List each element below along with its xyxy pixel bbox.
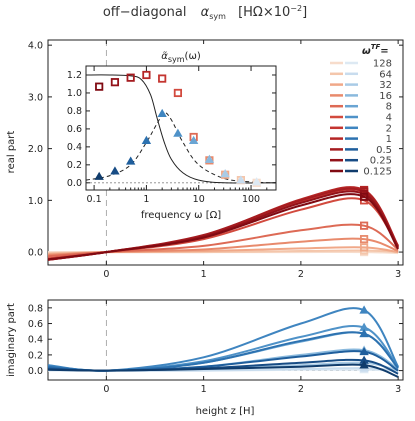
imag-xtick-label: 3 [395, 384, 401, 395]
inset-frame [85, 65, 277, 191]
inset-imag-point [251, 177, 262, 186]
legend-label: 8 [386, 102, 392, 113]
inset-title: α̃sym(ω) [161, 50, 201, 64]
inset-imag-point [141, 135, 152, 144]
imag-xtick-label: 2 [298, 384, 304, 395]
x-axis-label: height z [H] [196, 406, 255, 417]
real-ytick-label: 4.0 [28, 41, 43, 52]
legend-label: 0.25 [370, 156, 392, 167]
legend-title: ωTF= [362, 43, 389, 57]
imag-ytick-label: 0.2 [28, 350, 43, 361]
inset-imag-point [110, 166, 120, 175]
real-marker-0.125 [359, 192, 369, 201]
legend-label: 4 [386, 113, 392, 124]
legend-label: 2 [386, 123, 392, 134]
real-ylabel: real part [6, 131, 17, 174]
inset-ytick-label: 0.8 [67, 106, 82, 117]
inset-real-curve [85, 74, 277, 184]
inset-ytick-label: 0.2 [67, 160, 82, 171]
inset-imag-point [157, 108, 167, 118]
inset-xlabel: frequency ω [Ω] [141, 210, 221, 221]
inset-imag-point [188, 135, 199, 144]
legend-label: 0.5 [376, 145, 392, 156]
inset-imag-point [220, 169, 230, 178]
imag-marker-1 [359, 328, 369, 338]
inset-xtick-label: 10 [193, 194, 205, 205]
inset-imag-point [125, 156, 136, 165]
real-ytick-label: 1.0 [28, 196, 43, 207]
inset-xtick-label: 1 [143, 194, 149, 205]
inset-ytick-label: 1.0 [67, 88, 82, 99]
imag-ytick-label: 0.6 [28, 319, 43, 330]
real-xtick-label: 3 [395, 269, 401, 280]
imag-xtick-label: 1 [201, 384, 207, 395]
chart-title: off−diagonal αsym [HΩ×10−2] [103, 4, 307, 23]
inset-real-point [110, 78, 120, 87]
imag-series-2 [47, 307, 399, 372]
real-xtick-label: 0 [103, 269, 109, 280]
inset-xtick-label: 0.1 [87, 194, 102, 205]
inset-imag-point [173, 128, 183, 137]
imag-xtick-label: 0 [103, 384, 109, 395]
inset-ytick-label: 0.4 [67, 142, 82, 153]
imag-panel-frame [47, 299, 404, 381]
real-panel-frame [47, 39, 404, 266]
imag-marker-0.125 [359, 360, 369, 369]
inset-imag-point [94, 171, 104, 180]
legend-label: 16 [379, 91, 392, 102]
inset-xtick-label: 100 [242, 194, 260, 205]
imag-marker-0.5 [359, 346, 369, 356]
inset-imag-curve [85, 112, 277, 184]
real-xtick-label: 1 [201, 269, 207, 280]
legend-label: 64 [379, 69, 392, 80]
inset-real-point [158, 74, 167, 83]
inset-imag-point [204, 154, 215, 163]
real-marker-8 [359, 221, 369, 230]
real-marker-16 [359, 235, 369, 244]
legend-label: 0.125 [363, 167, 392, 178]
inset-plot: 0.1 1 10 100 0.0 0.2 0.4 0.6 0.8 1.0 1.2 [67, 66, 277, 205]
inset-ytick-label: 0.0 [67, 178, 82, 189]
real-marker-32 [359, 243, 369, 252]
real-ytick-label: 2.0 [28, 144, 43, 155]
inset-real-point [173, 88, 183, 98]
imag-ytick-label: 0.4 [28, 335, 43, 346]
real-ytick-label: 0.0 [28, 248, 43, 259]
inset-ytick-label: 1.2 [67, 70, 82, 81]
inset-ytick-label: 0.6 [67, 124, 82, 135]
imag-marker-2 [359, 305, 369, 314]
imag-ylabel: imaginary part [6, 303, 17, 377]
legend-label: 1 [386, 134, 392, 145]
legend-label: 128 [373, 59, 392, 70]
real-ytick-label: 3.0 [28, 92, 43, 103]
imag-ytick-label: 0.0 [28, 366, 43, 377]
inset-real-point [126, 73, 135, 82]
imag-plot: 0 1 2 3 0.0 0.2 0.4 0.6 0.8 [28, 300, 403, 395]
inset-real-point [95, 82, 104, 91]
real-xtick-label: 2 [298, 269, 304, 280]
inset-imag-point [236, 175, 246, 184]
inset-real-point [142, 70, 151, 80]
legend-label: 32 [379, 80, 392, 91]
real-plot: 0 1 2 30.01.02.03.04.0 [28, 40, 403, 280]
imag-ytick-label: 0.8 [28, 303, 43, 314]
